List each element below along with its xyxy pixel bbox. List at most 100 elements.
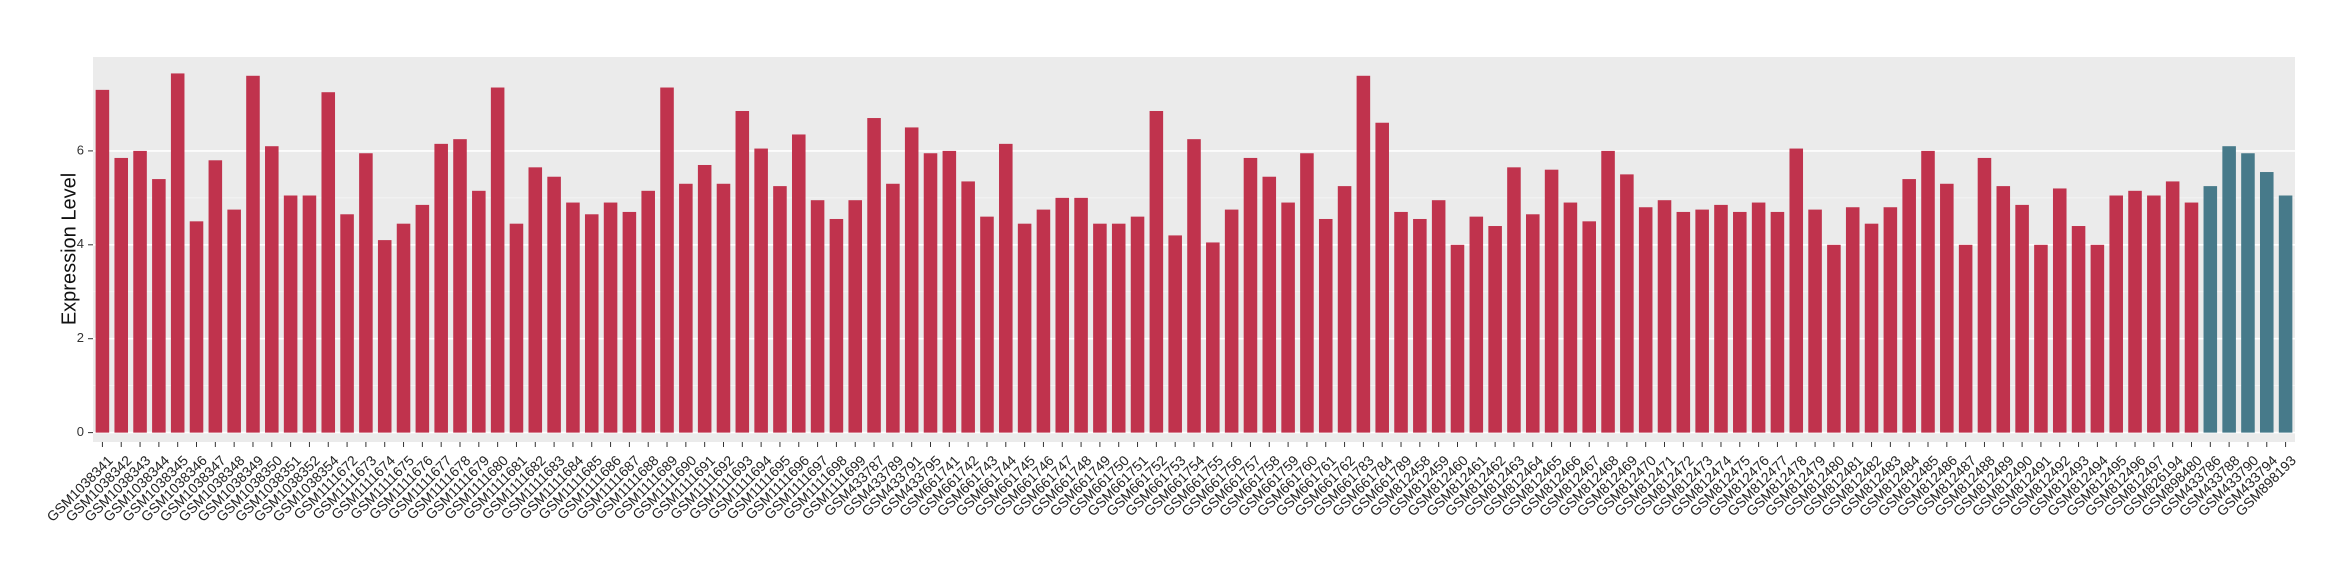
bar xyxy=(1883,207,1898,433)
bar xyxy=(528,167,543,433)
bar xyxy=(302,195,317,433)
bar xyxy=(1996,186,2011,433)
bar xyxy=(1789,148,1804,433)
bar xyxy=(2071,226,2086,433)
bar xyxy=(2128,190,2142,433)
bar xyxy=(2278,195,2293,433)
bar xyxy=(923,153,938,433)
bar xyxy=(773,186,787,433)
bar xyxy=(1657,200,1672,433)
bar xyxy=(942,150,957,433)
bar xyxy=(340,214,354,433)
bar xyxy=(641,190,655,433)
bar xyxy=(1450,244,1465,433)
bar xyxy=(359,153,373,433)
bar xyxy=(1243,157,1258,433)
bar xyxy=(1394,211,1408,433)
bar xyxy=(1864,223,1879,433)
bar xyxy=(1431,200,1446,433)
bar xyxy=(829,218,844,433)
bar xyxy=(867,118,881,433)
bar xyxy=(1714,204,1728,433)
bar xyxy=(1356,75,1371,433)
bar xyxy=(1337,186,1352,433)
bar xyxy=(1093,223,1107,433)
bar xyxy=(1921,150,1935,433)
bar xyxy=(1130,216,1145,433)
bar xyxy=(1601,150,1615,433)
bar xyxy=(170,73,185,433)
bar xyxy=(1827,244,1841,433)
bar xyxy=(810,200,825,433)
bar xyxy=(265,146,279,433)
bar xyxy=(679,183,693,433)
bar xyxy=(2109,195,2123,433)
bar xyxy=(396,223,411,433)
bar xyxy=(2203,186,2218,433)
bar xyxy=(1281,202,1295,433)
bar xyxy=(1055,197,1070,433)
bar xyxy=(1318,218,1333,433)
bar xyxy=(1375,122,1389,433)
bar xyxy=(509,223,524,433)
bar xyxy=(1111,223,1126,433)
bar xyxy=(754,148,768,433)
bar xyxy=(1902,179,1916,433)
bar xyxy=(1413,218,1427,433)
bar xyxy=(2034,244,2048,433)
bar xyxy=(189,221,204,433)
bar xyxy=(283,195,298,433)
bar xyxy=(1168,235,1182,433)
bar xyxy=(1676,211,1691,433)
bar xyxy=(1036,209,1051,433)
bar xyxy=(1525,214,1540,433)
bar xyxy=(1488,226,1502,433)
bar xyxy=(1977,157,1992,433)
y-tick-label: 6 xyxy=(77,142,84,157)
bar xyxy=(603,202,618,433)
bar xyxy=(2259,172,2274,433)
bar xyxy=(1958,244,1973,433)
bar xyxy=(434,143,448,433)
bar xyxy=(1017,223,1032,433)
bar xyxy=(453,139,467,433)
bar xyxy=(1187,139,1201,433)
bar xyxy=(152,179,166,433)
bar xyxy=(227,209,241,433)
y-tick-label: 4 xyxy=(77,236,84,251)
bar xyxy=(1224,209,1239,433)
bar xyxy=(660,87,674,433)
bar xyxy=(1149,110,1164,433)
bar xyxy=(2184,202,2199,433)
bar xyxy=(584,214,599,433)
bar xyxy=(999,143,1013,433)
bar xyxy=(1469,216,1484,433)
bar xyxy=(1300,153,1314,433)
bar xyxy=(791,134,806,433)
bar xyxy=(1507,167,1521,433)
bar xyxy=(321,92,336,433)
bar xyxy=(904,127,919,433)
bar xyxy=(246,75,260,433)
bar xyxy=(716,183,731,433)
bar xyxy=(1206,242,1220,433)
bar xyxy=(1563,202,1578,433)
bar xyxy=(1582,221,1597,433)
bar xyxy=(377,240,392,433)
bar xyxy=(547,176,561,433)
bar xyxy=(961,181,975,433)
bar xyxy=(622,211,637,433)
y-axis-title: Expression Level xyxy=(58,173,80,325)
bar xyxy=(133,150,147,433)
bar xyxy=(886,183,900,433)
bar xyxy=(1733,211,1747,433)
bar xyxy=(1074,197,1088,433)
bar xyxy=(472,190,486,433)
bar xyxy=(1544,169,1559,433)
bar xyxy=(2015,204,2029,433)
y-tick-label: 2 xyxy=(77,330,84,345)
bar xyxy=(490,87,505,433)
bar xyxy=(208,160,223,433)
